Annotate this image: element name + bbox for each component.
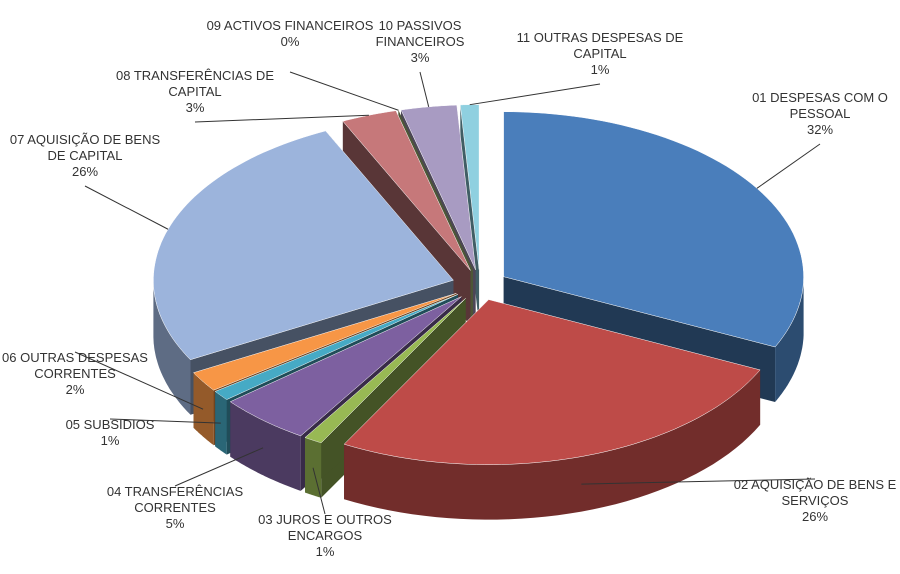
value-label: 5% (165, 516, 185, 531)
category-label: 06 OUTRAS DESPESAS CORRENTES (2, 350, 148, 381)
slice (229, 296, 462, 437)
data-label: 06 OUTRAS DESPESAS CORRENTES 2% (0, 350, 160, 398)
slice (503, 111, 804, 348)
category-label: 05 SUBSIDIOS (65, 417, 155, 432)
value-label: 1% (100, 433, 120, 448)
data-label: 10 PASSIVOS FINANCEIROS 3% (335, 18, 505, 66)
data-label: 09 ACTIVOS FINANCEIROS 0% (205, 18, 375, 50)
category-label: 03 JUROS E OUTROS ENCARGOS (258, 512, 392, 543)
leader-line (419, 71, 430, 107)
slice-side (230, 401, 301, 491)
value-label: 26% (801, 509, 829, 524)
data-label: 01 DESPESAS COM O PESSOAL 32% (735, 90, 900, 138)
data-label: 04 TRANSFERÊNCIAS CORRENTES 5% (90, 484, 260, 532)
value-label: 26% (71, 164, 99, 179)
category-label: 08 TRANSFERÊNCIAS DE CAPITAL (116, 68, 274, 99)
category-label: 11 OUTRAS DESPESAS DE CAPITAL (516, 30, 684, 61)
slice-side (153, 280, 191, 415)
leader-line (312, 467, 326, 515)
leader-line (469, 83, 601, 106)
slice (214, 294, 459, 400)
slice-side (775, 276, 804, 402)
data-label: 02 AQUISIÇÃO DE BENS E SERVIÇOS 26% (730, 477, 900, 525)
value-label: 3% (410, 50, 430, 65)
leader-line (581, 478, 816, 485)
category-label: 02 AQUISIÇÃO DE BENS E SERVIÇOS (733, 477, 897, 508)
leader-line (174, 447, 264, 487)
value-label: 1% (590, 62, 610, 77)
category-label: 01 DESPESAS COM O PESSOAL (752, 90, 888, 121)
leader-line (194, 114, 369, 123)
leader-line (74, 351, 204, 410)
slice (304, 298, 466, 444)
value-label: 0% (280, 34, 300, 49)
slice (193, 293, 457, 391)
category-label: 09 ACTIVOS FINANCEIROS (206, 18, 374, 33)
slice-side (215, 391, 227, 455)
value-label: 1% (315, 544, 335, 559)
slice-side (193, 372, 214, 446)
value-label: 3% (185, 100, 205, 115)
category-label: 07 AQUISIÇÃO DE BENS DE CAPITAL (9, 132, 161, 163)
data-label: 11 OUTRAS DESPESAS DE CAPITAL 1% (515, 30, 685, 78)
data-label: 03 JUROS E OUTROS ENCARGOS 1% (240, 512, 410, 560)
value-label: 2% (65, 382, 85, 397)
category-label: 10 PASSIVOS FINANCEIROS (375, 18, 465, 49)
category-label: 04 TRANSFERÊNCIAS CORRENTES (106, 484, 244, 515)
slice-tops (153, 104, 804, 465)
data-label: 05 SUBSIDIOS 1% (25, 417, 195, 449)
slice (153, 130, 454, 360)
data-label: 07 AQUISIÇÃO DE BENS DE CAPITAL 26% (0, 132, 170, 180)
leader-line (289, 71, 399, 111)
slice (342, 110, 471, 271)
slice (343, 299, 761, 465)
leader-line (109, 418, 221, 424)
leader-line (756, 143, 821, 189)
leader-line (84, 185, 169, 230)
data-label: 08 TRANSFERÊNCIAS DE CAPITAL 3% (110, 68, 280, 116)
value-label: 32% (806, 122, 834, 137)
